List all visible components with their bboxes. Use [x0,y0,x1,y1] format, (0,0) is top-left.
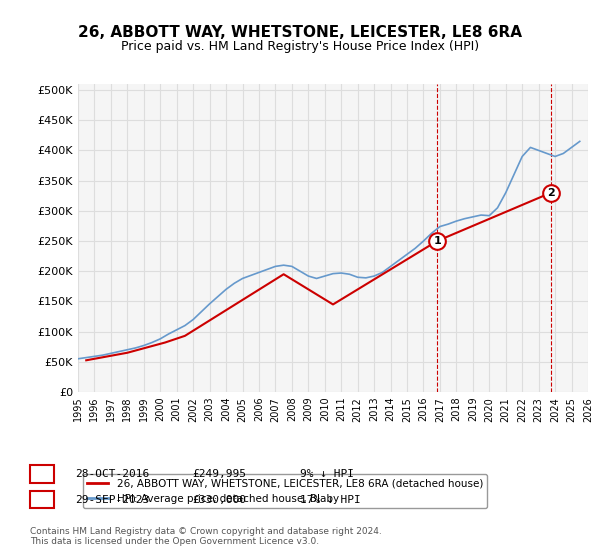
Text: 26, ABBOTT WAY, WHETSTONE, LEICESTER, LE8 6RA: 26, ABBOTT WAY, WHETSTONE, LEICESTER, LE… [78,25,522,40]
Text: 1: 1 [433,236,441,246]
Text: 2: 2 [38,494,46,505]
Text: 17% ↓ HPI: 17% ↓ HPI [300,494,361,505]
Text: 1: 1 [38,469,46,479]
Legend: 26, ABBOTT WAY, WHETSTONE, LEICESTER, LE8 6RA (detached house), HPI: Average pri: 26, ABBOTT WAY, WHETSTONE, LEICESTER, LE… [83,474,487,508]
Text: 28-OCT-2016: 28-OCT-2016 [75,469,149,479]
Text: 9% ↓ HPI: 9% ↓ HPI [300,469,354,479]
Text: £249,995: £249,995 [192,469,246,479]
Text: Contains HM Land Registry data © Crown copyright and database right 2024.
This d: Contains HM Land Registry data © Crown c… [30,526,382,546]
Text: Price paid vs. HM Land Registry's House Price Index (HPI): Price paid vs. HM Land Registry's House … [121,40,479,53]
Text: £330,000: £330,000 [192,494,246,505]
Text: 2: 2 [547,188,555,198]
Text: 29-SEP-2023: 29-SEP-2023 [75,494,149,505]
